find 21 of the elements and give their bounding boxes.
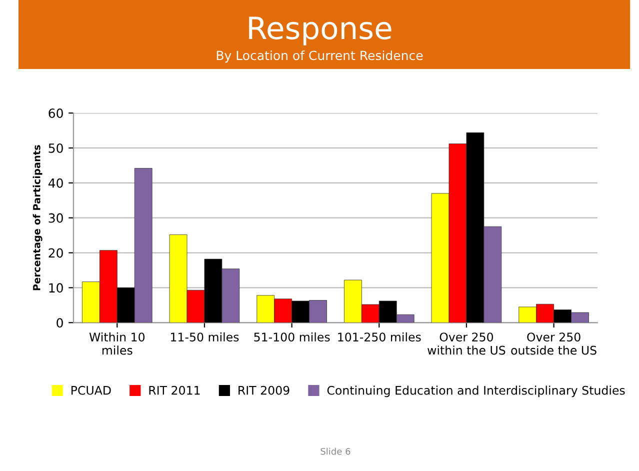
y-tick-label: 60 <box>48 108 63 118</box>
legend-label: Continuing Education and Interdisciplinary Studies <box>327 386 625 398</box>
y-tick-label: 0 <box>56 318 63 328</box>
x-tick-label: 51-100 miles <box>254 332 330 342</box>
x-tick-label: Over 250 within the US <box>428 332 506 355</box>
y-tick-label: 10 <box>49 283 63 293</box>
legend-label: RIT 2009 <box>238 386 290 395</box>
x-tick-label: Within 10 miles <box>89 332 145 355</box>
x-tick-label: Over 250 outside the US <box>511 332 596 355</box>
text: Slide 6 <box>320 448 350 455</box>
chart-subtitle: By Location of Current Residence <box>216 50 423 63</box>
legend-label: RIT 2011 <box>149 386 200 395</box>
y-tick-label: 20 <box>48 248 63 258</box>
x-tick-label: 101-250 miles <box>338 332 421 342</box>
y-tick-label: 40 <box>48 178 63 188</box>
y-tick-label: 30 <box>48 213 63 223</box>
y-axis-title: Percentage of Participants <box>32 145 42 290</box>
legend-label: PCUAD <box>72 386 111 395</box>
x-tick-label: 11-50 miles <box>171 332 239 342</box>
chart-title: Response <box>249 16 392 46</box>
y-tick-label: 50 <box>48 143 63 153</box>
